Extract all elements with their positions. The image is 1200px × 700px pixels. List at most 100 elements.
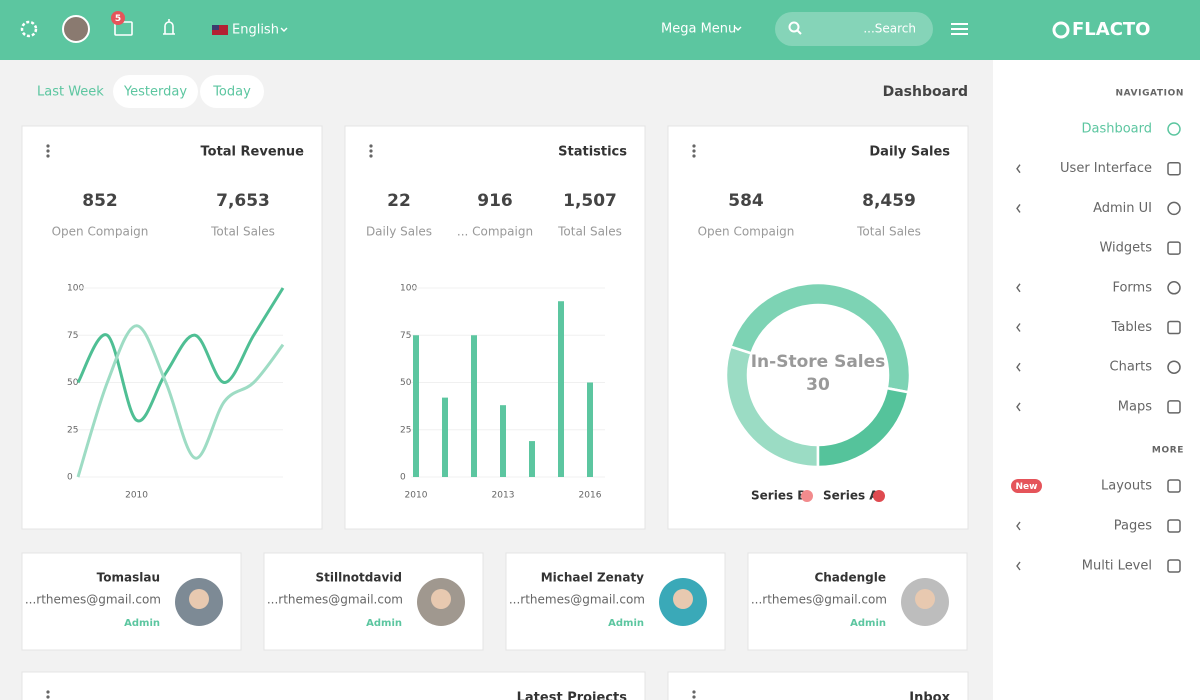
nav-item[interactable]: Tables (1111, 320, 1153, 335)
card-bg (21, 125, 323, 530)
user-name: Stillnotdavid (316, 571, 402, 585)
nav-item[interactable]: User Interface (1060, 161, 1152, 176)
nav-item[interactable]: Dashboard (1081, 122, 1152, 137)
logo[interactable]: FLACTO (1072, 19, 1151, 40)
nav-icon (1167, 241, 1181, 255)
legend-swatch (873, 490, 885, 502)
donut-segment (816, 386, 910, 469)
nav-item[interactable]: Multi Level (1082, 559, 1152, 574)
card-bg (667, 125, 969, 530)
card-bg (21, 671, 646, 700)
nav-item[interactable]: Admin UI (1093, 201, 1152, 216)
nav-icon (1167, 122, 1181, 136)
bar (442, 397, 448, 477)
stat-value: 8,459 (862, 191, 916, 211)
nav-item[interactable]: Maps (1118, 399, 1152, 414)
nav-icon (1167, 479, 1181, 493)
user-avatar-face (673, 589, 693, 609)
badge (111, 11, 125, 25)
legend-swatch (801, 490, 813, 502)
stat-value: 584 (728, 191, 764, 211)
user-avatar-face (431, 589, 451, 609)
bell-icon[interactable] (163, 19, 175, 35)
card-title: Latest Projects (517, 691, 628, 700)
chevron (280, 27, 288, 32)
tab-pill[interactable] (113, 75, 198, 108)
menu-dot (369, 149, 373, 153)
menu-dot (692, 154, 696, 158)
menu-dot (369, 144, 373, 148)
flag (212, 25, 228, 35)
stat-value: 22 (387, 191, 411, 211)
bar (587, 382, 593, 477)
user-email: ...rthemes@gmail.com (267, 593, 403, 607)
nav-item[interactable]: Layouts (1101, 479, 1152, 494)
nav-icon (1167, 400, 1181, 414)
nav-item[interactable]: Forms (1112, 280, 1152, 295)
user-role: Admin (366, 618, 402, 629)
user-card: Stillnotdavid ...rthemes@gmail.com Admin (263, 552, 484, 651)
card-title: Statistics (558, 145, 627, 160)
search-box[interactable] (775, 12, 933, 46)
y-tick-label: 100 (400, 284, 417, 294)
nav-icon (1167, 161, 1181, 176)
y-tick-label: 75 (67, 331, 78, 341)
nav-item[interactable]: Widgets (1099, 241, 1152, 256)
donut-center-value: 30 (806, 375, 830, 395)
mega-menu[interactable]: Mega Menu (661, 22, 736, 37)
menu-dot (692, 690, 696, 694)
more-heading: MORE (1152, 446, 1184, 456)
card: Daily Sales 584 Open Compaign 8,459 Total Sa… (667, 125, 969, 530)
menu-icon[interactable] (951, 23, 968, 35)
card-title: Inbox (909, 691, 950, 700)
y-tick-label: 50 (400, 378, 412, 388)
chevron (1016, 521, 1021, 531)
stat-label: Total Sales (557, 225, 622, 239)
card-bg (667, 671, 969, 700)
nav-item[interactable]: Pages (1114, 519, 1152, 534)
card: Total Revenue 852 Open Compaign 7,653 Total … (21, 125, 323, 530)
x-tick-label: 2010 (125, 491, 148, 501)
avatar[interactable] (62, 15, 90, 43)
tab[interactable]: Last Week (37, 85, 104, 100)
user-role: Admin (850, 618, 886, 629)
user-role: Admin (124, 618, 160, 629)
user-email: ...rthemes@gmail.com (751, 593, 887, 607)
user-avatar-face (189, 589, 209, 609)
tab[interactable]: Yesterday (123, 85, 187, 100)
chevron (1016, 203, 1021, 213)
language[interactable]: English (232, 23, 279, 38)
user-avatar-face (915, 589, 935, 609)
stat-value: 852 (82, 191, 118, 211)
user-card: Tomaslau ...rthemes@gmail.com Admin (21, 552, 242, 651)
x-tick-label: 2010 (405, 491, 428, 501)
nav-icon (1167, 201, 1181, 216)
nav-icon (1167, 559, 1181, 573)
line-series (76, 324, 285, 478)
flag-canton (212, 25, 219, 30)
search-placeholder: ...Search (863, 22, 916, 36)
y-tick-label: 0 (400, 473, 406, 483)
settings-icon[interactable] (20, 20, 38, 38)
x-tick-label: 2016 (579, 491, 602, 501)
user-email: ...rthemes@gmail.com (25, 593, 161, 607)
chevron (1016, 164, 1021, 174)
card-title: Total Revenue (201, 145, 305, 160)
tab[interactable]: Today (212, 85, 251, 100)
bottom-card: Latest Projects (21, 671, 646, 700)
tab-pill[interactable] (200, 75, 264, 108)
user-card: Chadengle ...rthemes@gmail.com Admin (747, 552, 968, 651)
bar (471, 335, 477, 477)
card-title: Daily Sales (869, 145, 950, 160)
stat-value: 916 (477, 191, 513, 211)
donut-center-label: In-Store Sales (751, 352, 886, 372)
user-email: ...rthemes@gmail.com (509, 593, 645, 607)
y-tick-label: 25 (67, 425, 78, 435)
menu-dot (369, 154, 373, 158)
nav-item[interactable]: Charts (1110, 360, 1153, 375)
search-icon (796, 29, 802, 35)
stat-value: 7,653 (216, 191, 270, 211)
nav-heading: NAVIGATION (1115, 89, 1184, 99)
menu-dot (692, 149, 696, 153)
